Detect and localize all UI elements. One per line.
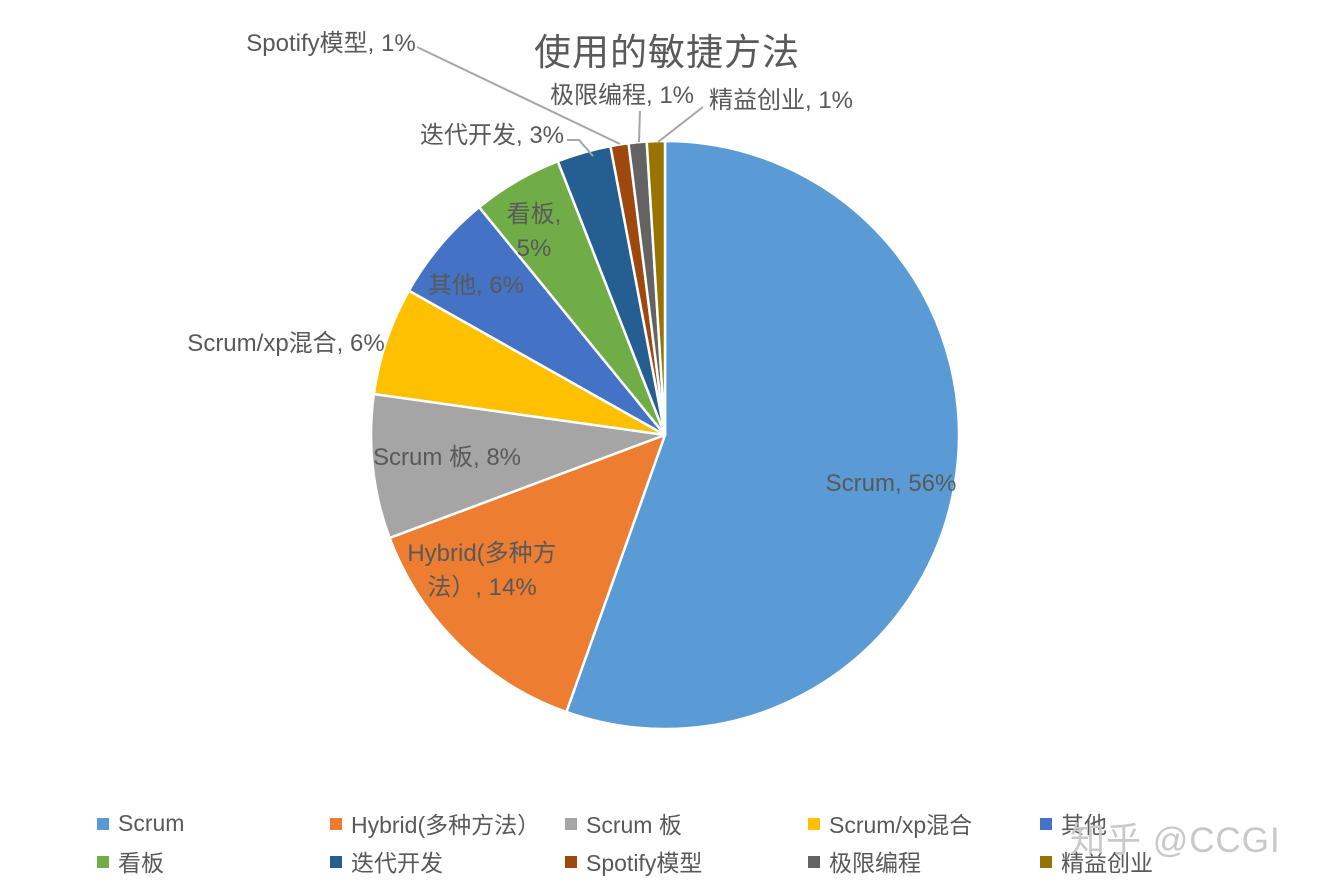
chart-title: 使用的敏捷方法 (534, 32, 800, 73)
pie-slice-scrum-board (369, 392, 667, 540)
legend-label-extreme-programming: 极限编程 (829, 850, 921, 876)
legend-label-kanban: 看板 (118, 850, 164, 876)
leader-line-extreme-programming (638, 110, 641, 143)
legend-swatch-spotify-model (565, 856, 577, 868)
legend-label-scrum-board: Scrum 板 (586, 812, 682, 838)
legend-item-lean-startup: 精益创业 (1040, 847, 1153, 876)
legend-item-scrum-board: Scrum 板 (565, 809, 682, 838)
legend-item-kanban: 看板 (97, 847, 164, 876)
legend-item-spotify-model: Spotify模型 (565, 847, 703, 876)
legend-swatch-other (1040, 818, 1052, 830)
legend-swatch-extreme-programming (808, 856, 820, 868)
legend-swatch-lean-startup (1040, 856, 1052, 868)
pie-slice-lean-startup (645, 139, 667, 437)
legend-label-iterative-dev: 迭代开发 (351, 850, 443, 876)
leader-line-iterative-dev (567, 139, 594, 157)
watermark: 知乎 @CCGI (1070, 821, 1281, 860)
legend-label-other: 其他 (1061, 812, 1107, 838)
legend-item-scrum-xp-mix: Scrum/xp混合 (808, 809, 973, 838)
legend-item-other: 其他 (1040, 809, 1107, 838)
leader-line-spotify-model (416, 46, 621, 145)
legend-label-hybrid: Hybrid(多种方法） (351, 812, 541, 838)
legend-item-hybrid: Hybrid(多种方法） (330, 809, 541, 838)
legend-swatch-scrum (97, 818, 109, 830)
legend-label-scrum-xp-mix: Scrum/xp混合 (829, 812, 973, 838)
legend-swatch-iterative-dev (330, 856, 342, 868)
legend-swatch-scrum-board (565, 818, 577, 830)
legend-item-scrum: Scrum (97, 809, 184, 837)
legend-label-scrum: Scrum (118, 809, 185, 836)
legend-swatch-hybrid (330, 818, 342, 830)
leader-line-lean-startup (657, 106, 704, 143)
legend-swatch-kanban (97, 856, 109, 868)
legend-item-extreme-programming: 极限编程 (808, 847, 921, 876)
pie-slice-scrum (565, 139, 961, 731)
legend-item-iterative-dev: 迭代开发 (330, 847, 443, 876)
legend-label-lean-startup: 精益创业 (1061, 850, 1153, 876)
pie-slice-hybrid (388, 433, 667, 714)
legend-swatch-scrum-xp-mix (808, 818, 820, 830)
legend-label-spotify-model: Spotify模型 (586, 850, 703, 876)
